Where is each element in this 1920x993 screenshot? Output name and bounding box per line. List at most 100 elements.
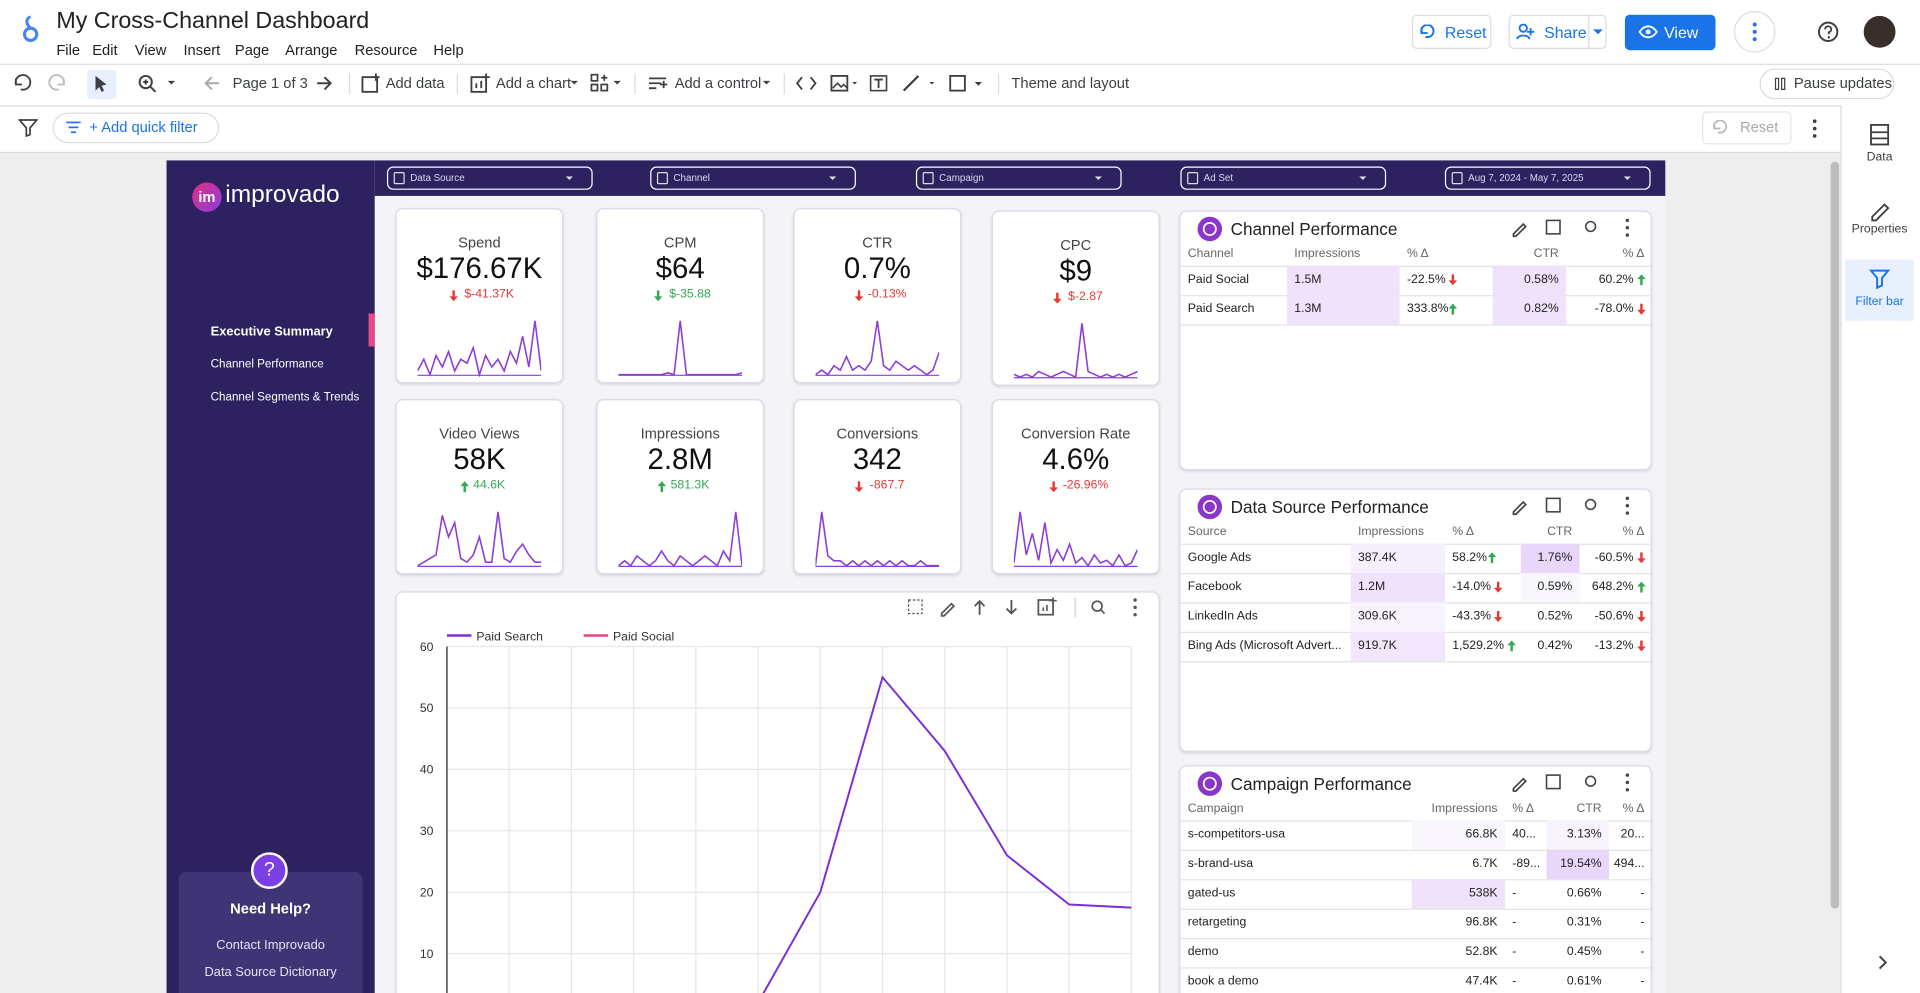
table-icon	[1197, 216, 1223, 242]
icon	[1516, 23, 1535, 40]
menu-item[interactable]: Arrange	[285, 41, 338, 59]
arrow-icon	[1494, 581, 1503, 593]
dropdown-icon	[1359, 176, 1367, 181]
help-title: Need Help?	[230, 900, 312, 918]
arrow	[1494, 581, 1503, 593]
menu-item[interactable]: View	[134, 41, 167, 59]
add-data[interactable]: Add data	[385, 74, 445, 92]
menu-item[interactable]: Help	[433, 41, 464, 59]
icon-bg	[1197, 771, 1223, 796]
side-tab[interactable]: Filter bar	[1855, 295, 1904, 309]
kpi-card	[596, 399, 765, 575]
add-chart[interactable]: Add a chart	[495, 74, 572, 92]
kpi-value: 2.8M	[647, 443, 713, 477]
table-cell: -	[1512, 915, 1517, 930]
chart-icon	[1545, 497, 1561, 513]
help-link[interactable]: Data Source Dictionary	[204, 964, 337, 980]
y-tick-label: 50	[420, 701, 434, 715]
sparkline	[815, 511, 940, 567]
menu-bar: File Edit View Insert Page Arrange Resource Hel…	[56, 42, 463, 59]
arrow	[1487, 552, 1497, 564]
filter-control[interactable]: Data Source	[386, 166, 593, 190]
row-divider	[1180, 967, 1651, 969]
expand-icon[interactable]	[1877, 955, 1889, 970]
table-header: % Δ	[1512, 802, 1535, 816]
community-viz[interactable]	[590, 73, 624, 93]
nav-item[interactable]: Executive Summary	[210, 324, 333, 340]
nav-item[interactable]: Channel Performance	[210, 357, 324, 372]
table-cell: -14.0%	[1452, 580, 1492, 594]
table-cell: Paid Search	[1187, 302, 1255, 316]
dot	[1625, 504, 1630, 508]
table-cell: demo	[1187, 945, 1219, 959]
prev-page[interactable]	[203, 75, 220, 92]
caret	[828, 176, 837, 181]
menu-item[interactable]: File	[56, 41, 81, 59]
logo-mark: im	[192, 182, 222, 212]
nav-indicator	[368, 313, 375, 347]
kpi-delta: -26.96%	[1062, 478, 1109, 493]
divider	[0, 63, 1920, 65]
menu-item[interactable]: Insert	[183, 41, 221, 59]
y-tick-label: 40	[420, 763, 434, 777]
table-toolbar	[1512, 496, 1630, 516]
table-cell: -	[1640, 915, 1645, 930]
filter-control[interactable]: Ad Set	[1180, 166, 1387, 190]
table-cell: 1.76%	[1520, 543, 1580, 574]
share-button[interactable]: Share	[1508, 14, 1607, 49]
y-tick-label: 10	[420, 947, 434, 961]
arrow-icon	[1049, 481, 1058, 493]
side-tab[interactable]: Properties	[1851, 222, 1908, 237]
menu-item[interactable]: Resource	[354, 41, 418, 59]
menu-item[interactable]: Edit	[92, 41, 118, 59]
table-cell: 919.7K	[1350, 631, 1445, 662]
zoom-icon[interactable]	[137, 73, 179, 93]
nav-item[interactable]: Channel Segments & Trends	[210, 390, 360, 405]
filter-control[interactable]: Campaign	[915, 166, 1122, 190]
filter-control[interactable]: Channel	[650, 166, 856, 190]
divider	[634, 73, 636, 95]
undo-redo[interactable]	[12, 73, 67, 93]
table-cell: 494...	[1613, 857, 1645, 871]
arrow-icon	[459, 481, 469, 493]
dot	[1625, 233, 1630, 237]
kpi-delta: 44.6K	[473, 478, 506, 493]
filter-reset[interactable]: Reset	[1702, 111, 1792, 145]
reset-button[interactable]: Reset	[1411, 14, 1492, 49]
icon-ring	[1202, 499, 1217, 514]
table-cell: s-brand-usa	[1187, 857, 1254, 871]
theme-layout[interactable]: Theme and layout	[1011, 74, 1130, 92]
page-indicator: Page 1 of 3	[232, 74, 308, 92]
table-cell: 0.52%	[1537, 609, 1573, 624]
sparkline	[618, 320, 743, 376]
side-tab[interactable]: Data	[1866, 150, 1893, 165]
kpi-label: CPM	[663, 233, 697, 252]
insert-tools[interactable]	[795, 73, 992, 93]
filter-control[interactable]: Aug 7, 2024 - May 7, 2025	[1444, 166, 1651, 190]
add-control[interactable]: Add a control	[674, 74, 762, 92]
table-title: Data Source Performance	[1230, 497, 1429, 517]
kpi-card	[395, 208, 564, 384]
arrow	[449, 290, 459, 302]
legend-label: Paid Social	[613, 629, 674, 643]
arrow	[1637, 303, 1646, 315]
more-icon[interactable]	[1811, 119, 1818, 139]
chart-toolbar[interactable]	[906, 597, 1145, 618]
next-page[interactable]	[316, 75, 333, 92]
chart-icon	[1545, 774, 1561, 790]
kpi-card	[991, 399, 1160, 575]
arrow-icon	[1052, 292, 1062, 304]
divider	[997, 73, 1000, 95]
view-button[interactable]: View	[1624, 14, 1716, 51]
more-button[interactable]	[1733, 11, 1776, 53]
pause-updates[interactable]: Pause updates	[1759, 68, 1895, 100]
help-icon[interactable]	[1817, 21, 1839, 43]
avatar[interactable]	[1863, 15, 1896, 48]
add-quick-filter[interactable]: + Add quick filter	[52, 112, 220, 144]
dot	[1625, 218, 1630, 223]
help-link[interactable]: Contact Improvado	[216, 937, 325, 953]
menu-item[interactable]: Page	[234, 41, 270, 59]
icon-shape	[922, 172, 934, 185]
icon	[361, 73, 380, 93]
icon	[1752, 22, 1757, 42]
